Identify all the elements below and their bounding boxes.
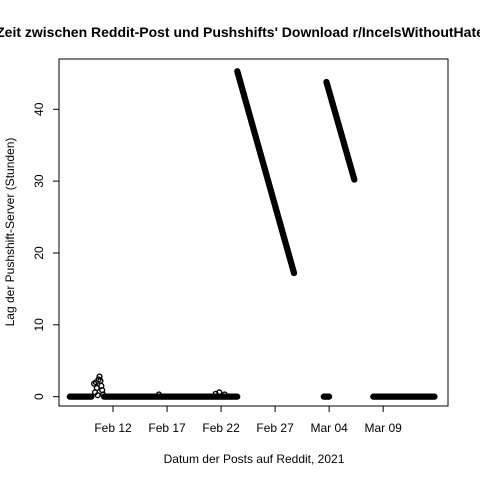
y-tick-label: 0	[32, 393, 46, 400]
data-points	[66, 68, 438, 400]
x-tick-label: Feb 17	[148, 421, 186, 435]
y-tick-label: 40	[32, 102, 46, 116]
y-axis-label: Lag der Pushshift-Server (Stunden)	[3, 138, 17, 327]
data-point	[431, 393, 438, 400]
x-axis: Feb 12 Feb 17 Feb 22 Feb 27 Mar 04 Mar 09	[94, 406, 402, 435]
x-axis-label: Datum der Posts auf Reddit, 2021	[164, 452, 345, 466]
y-tick-label: 10	[32, 318, 46, 332]
plot-frame	[58, 58, 449, 407]
data-point	[216, 389, 223, 396]
data-point	[234, 393, 241, 400]
data-point	[326, 393, 333, 400]
x-tick-label: Feb 27	[256, 421, 294, 435]
data-point	[88, 393, 95, 400]
data-point	[290, 269, 298, 277]
x-tick-label: Mar 04	[310, 421, 348, 435]
x-tick-label: Feb 12	[94, 421, 132, 435]
chart-title: Zeit zwischen Reddit-Post und Pushshifts…	[0, 24, 480, 40]
data-point	[221, 391, 228, 398]
x-tick-label: Mar 09	[364, 421, 402, 435]
y-tick-label: 30	[32, 174, 46, 188]
y-axis: 0 10 20 30 40	[32, 102, 59, 400]
x-tick-label: Feb 22	[202, 421, 240, 435]
y-tick-label: 20	[32, 246, 46, 260]
data-point	[351, 176, 358, 183]
data-point	[155, 391, 163, 398]
